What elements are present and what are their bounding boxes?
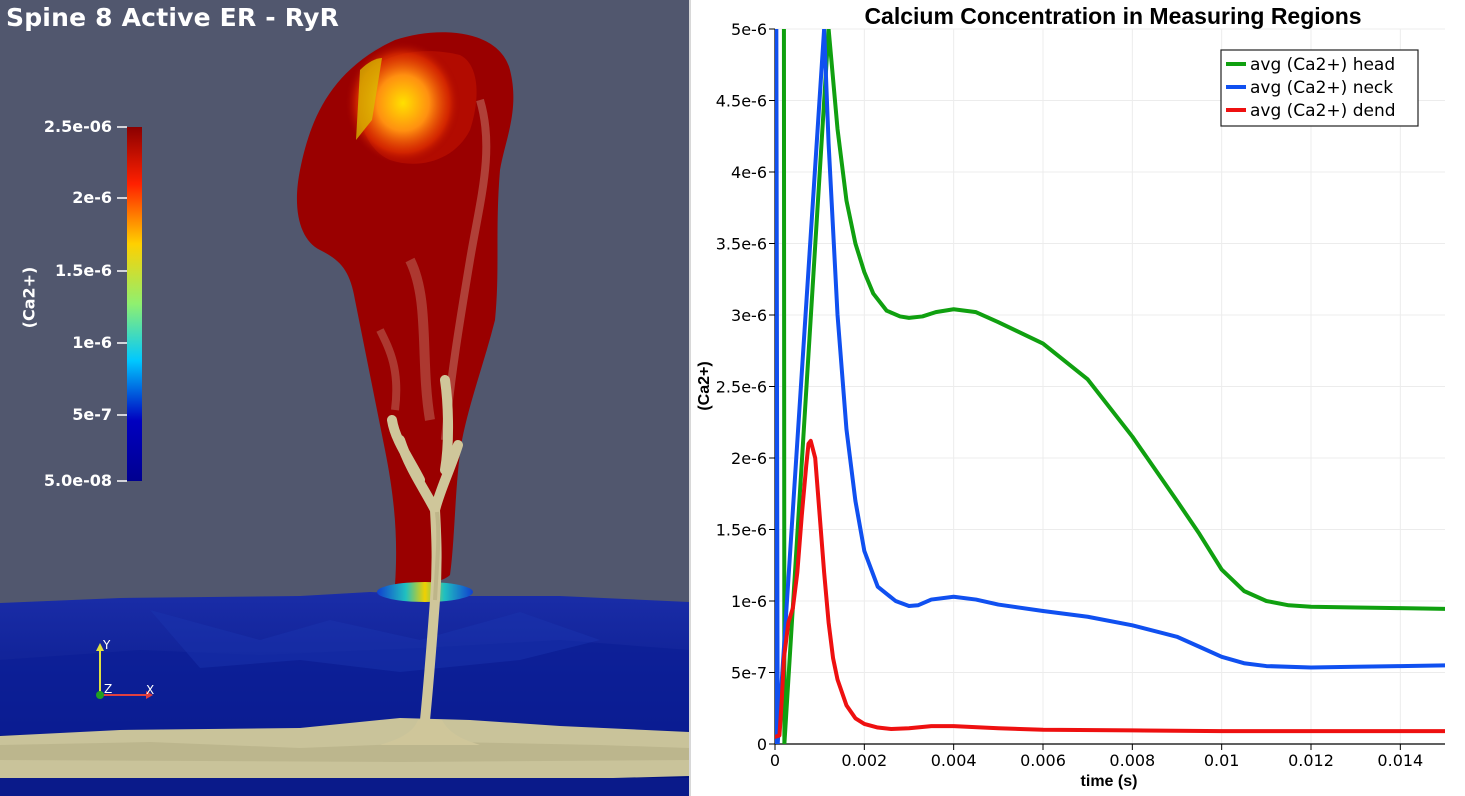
y-tick-label: 4e-6: [731, 163, 767, 182]
colorbar-tick-label: 2e-6: [72, 188, 112, 207]
3d-render-view[interactable]: Spine 8 Active ER - RyR 2.5e-06 2e-6 1.5…: [0, 0, 689, 796]
y-tick-label: 1e-6: [731, 592, 767, 611]
series-line-head: [781, 29, 1445, 744]
y-tick-label: 5e-7: [731, 664, 767, 683]
viewport-title: Spine 8 Active ER - RyR: [6, 3, 340, 32]
spine-mesh-render: [0, 0, 689, 796]
y-tick-label: 3.5e-6: [716, 235, 767, 254]
orientation-axes-widget: [96, 643, 153, 699]
x-tick-label: 0.014: [1377, 751, 1423, 770]
colorbar-tick-label: 2.5e-06: [43, 117, 112, 136]
series-line-neck: [775, 29, 1445, 744]
axis-x-label: X: [146, 683, 155, 697]
series-line-dend: [775, 438, 1445, 739]
chart-grid: [775, 28, 1445, 744]
x-tick-label: 0.006: [1020, 751, 1066, 770]
legend-box: [1220, 49, 1419, 127]
colorbar-tick-label: 5e-7: [72, 405, 112, 424]
chart-title: Calcium Concentration in Measuring Regio…: [864, 3, 1361, 29]
line-chart-view[interactable]: 0 0.002 0.004 0.006 0.008 0.01 0.012 0.014 0 5e-7…: [691, 0, 1465, 796]
y-tick-label: 2.5e-6: [716, 378, 767, 397]
legend-entry-head: avg (Ca2+) head: [1250, 55, 1395, 75]
legend-entry-neck: avg (Ca2+) neck: [1250, 78, 1393, 98]
chart-series: [775, 29, 1445, 744]
y-tick-label: 0: [757, 735, 767, 754]
chart-legend[interactable]: avg (Ca2+) head avg (Ca2+) neck avg (Ca2…: [1220, 49, 1419, 127]
axis-z-label: Z: [104, 682, 113, 696]
colorbar-gradient: [127, 127, 142, 481]
legend-entry-dend: avg (Ca2+) dend: [1250, 101, 1396, 121]
chart-axes: 0 0.002 0.004 0.006 0.008 0.01 0.012 0.014 0 5e-7…: [716, 20, 1445, 770]
colorbar-tick-label: 1e-6: [72, 333, 112, 352]
colorbar-title: (Ca2+): [19, 266, 39, 329]
y-tick-label: 5e-6: [731, 20, 767, 39]
x-tick-label: 0.01: [1204, 751, 1240, 770]
colorbar-tick-label: 1.5e-6: [55, 261, 112, 280]
x-tick-label: 0: [770, 751, 780, 770]
y-axis-title: (Ca2+): [696, 361, 713, 410]
x-axis-title: time (s): [1081, 773, 1138, 790]
colorbar-tick-label: 5.0e-08: [43, 471, 112, 490]
view-splitter[interactable]: [689, 0, 691, 796]
y-tick-label: 2e-6: [731, 449, 767, 468]
y-tick-label: 3e-6: [731, 306, 767, 325]
y-tick-label: 1.5e-6: [716, 521, 767, 540]
y-tick-label: 4.5e-6: [716, 92, 767, 111]
x-tick-label: 0.004: [931, 751, 977, 770]
x-tick-label: 0.002: [841, 751, 887, 770]
axis-y-label: Y: [103, 638, 111, 652]
x-tick-label: 0.008: [1109, 751, 1155, 770]
x-tick-label: 0.012: [1288, 751, 1334, 770]
line-chart: 0 0.002 0.004 0.006 0.008 0.01 0.012 0.014 0 5e-7…: [696, 3, 1445, 790]
